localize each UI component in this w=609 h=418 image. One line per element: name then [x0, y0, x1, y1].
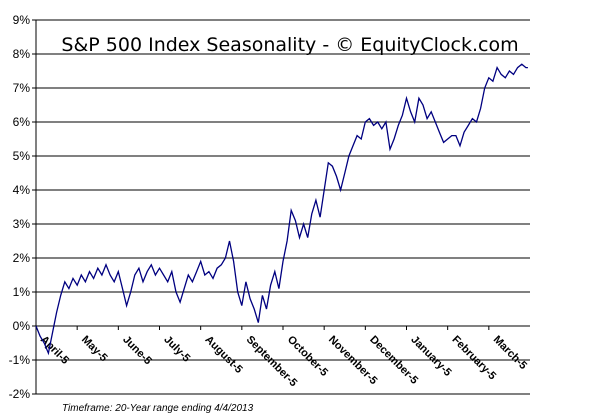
y-tick-label: 3% — [13, 217, 31, 231]
y-tick-label: 2% — [13, 251, 31, 265]
y-tick-label: 0% — [13, 319, 31, 333]
series-line — [35, 63, 528, 356]
y-tick-label: -2% — [9, 387, 31, 401]
y-tick-label: 1% — [13, 285, 31, 299]
y-axis-ticks: -2% -1% 0% 1% 2% 3% 4% 5% 6% 7% 8% 9% — [9, 13, 36, 401]
y-tick-label: 6% — [13, 115, 31, 129]
y-tick-label: 8% — [13, 47, 31, 61]
gridlines — [36, 19, 530, 395]
y-tick-label: -1% — [9, 353, 31, 367]
y-tick-label: 4% — [13, 183, 31, 197]
y-tick-label: 9% — [13, 13, 31, 27]
chart-title: S&P 500 Index Seasonality - © EquityCloc… — [61, 34, 518, 56]
y-tick-label: 7% — [13, 81, 31, 95]
y-tick-label: 5% — [13, 149, 31, 163]
timeframe-note: Timeframe: 20-Year range ending 4/4/2013 — [62, 403, 254, 414]
